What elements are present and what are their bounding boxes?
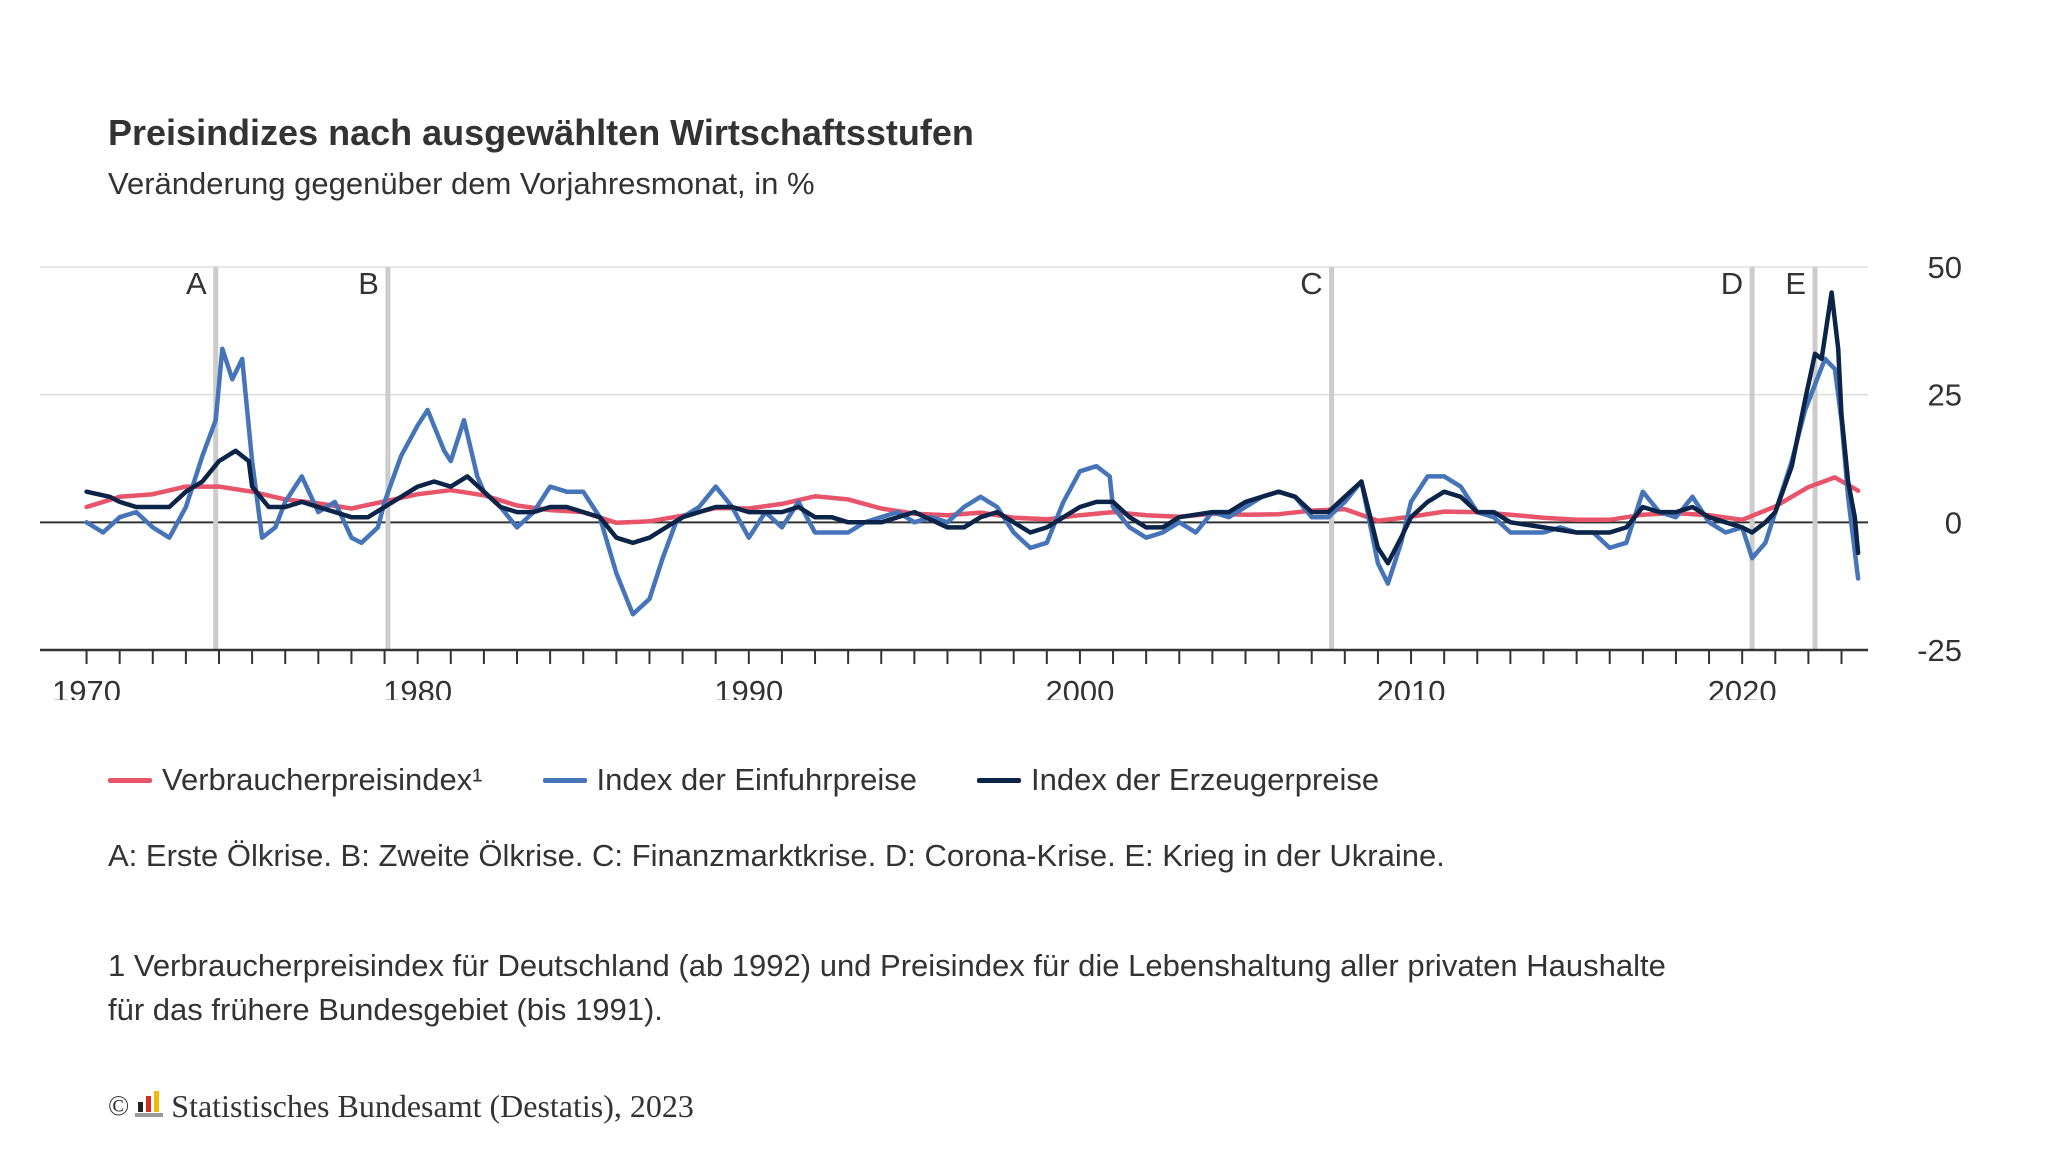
y-tick-label: 25 <box>1928 378 1962 413</box>
copyright-symbol: © <box>108 1090 130 1122</box>
x-tick-label: 2000 <box>1045 674 1114 700</box>
footnote: 1 Verbraucherpreisindex für Deutschland … <box>108 944 1968 1032</box>
x-tick-label: 1990 <box>714 674 783 700</box>
x-tick-label: 1980 <box>383 674 452 700</box>
x-tick-label: 2010 <box>1377 674 1446 700</box>
footnote-line-2: für das frühere Bundesgebiet (bis 1991). <box>108 992 663 1027</box>
event-label-e: E <box>1785 266 1806 301</box>
legend-swatch-cpi <box>108 777 152 783</box>
legend-item-cpi: Verbraucherpreisindex¹ <box>108 762 483 798</box>
line-chart: A B C D E 1970 1980 1990 2000 2010 2020 50 25 0 -25 <box>40 250 1962 700</box>
legend-label-producer: Index der Erzeugerpreise <box>1031 762 1380 797</box>
y-tick-label: 0 <box>1945 505 1962 540</box>
footnote-line-1: 1 Verbraucherpreisindex für Deutschland … <box>108 948 1666 983</box>
chart-legend: Verbraucherpreisindex¹ Index der Einfuhr… <box>108 758 1439 802</box>
chart-title: Preisindizes nach ausgewählten Wirtschaf… <box>108 112 974 153</box>
series-line-import <box>84 346 1861 617</box>
legend-item-import: Index der Einfuhrpreise <box>542 762 918 798</box>
legend-label-import: Index der Einfuhrpreise <box>596 762 918 797</box>
legend-label-cpi: Verbraucherpreisindex¹ <box>162 762 483 797</box>
legend-swatch-producer <box>977 777 1022 783</box>
event-label-d: D <box>1721 266 1743 301</box>
y-tick-label: -25 <box>1917 633 1962 668</box>
event-label-c: C <box>1300 266 1322 301</box>
event-label-b: B <box>358 266 379 301</box>
chart-subtitle: Veränderung gegenüber dem Vorjahresmonat… <box>108 166 815 201</box>
legend-swatch-import <box>542 777 587 783</box>
series-line-producer <box>84 290 1861 566</box>
legend-item-producer: Index der Erzeugerpreise <box>977 762 1379 798</box>
event-label-a: A <box>186 266 207 301</box>
source-text: Statistisches Bundesamt (Destatis), 2023 <box>171 1088 694 1124</box>
source-credit: © Statistisches Bundesamt (Destatis), 20… <box>108 1088 694 1125</box>
x-tick-label: 2020 <box>1708 674 1777 700</box>
event-note: A: Erste Ölkrise. B: Zweite Ölkrise. C: … <box>108 838 1445 873</box>
x-tick-label: 1970 <box>52 674 121 700</box>
y-tick-label: 50 <box>1928 250 1962 285</box>
destatis-logo-icon <box>135 1088 164 1125</box>
